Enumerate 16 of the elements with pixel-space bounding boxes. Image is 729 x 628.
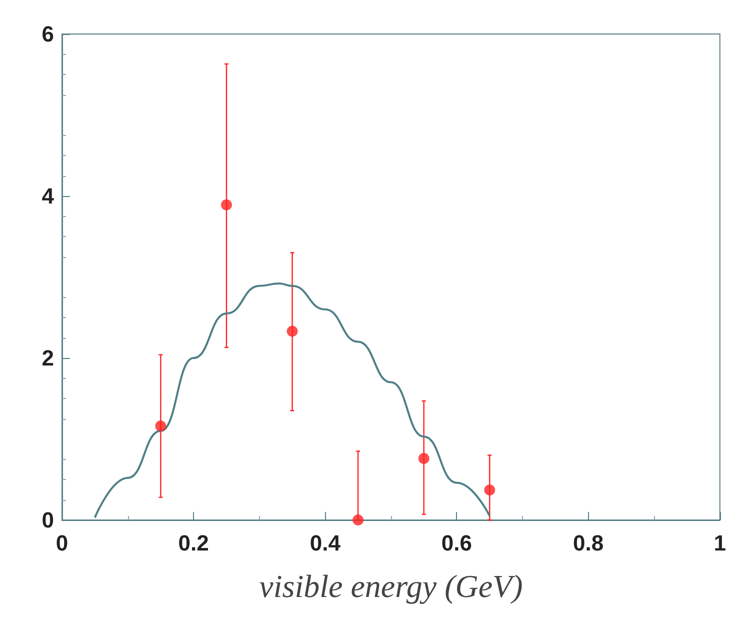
y-tick-label: 6 <box>42 22 54 46</box>
y-tick-label: 4 <box>42 184 55 208</box>
point <box>484 484 496 496</box>
x-tick-label: 0.6 <box>441 530 472 556</box>
point <box>352 514 364 526</box>
x-tick-label: 0.8 <box>573 530 604 556</box>
point <box>155 420 166 432</box>
point <box>220 199 232 210</box>
y-tick-label: 0 <box>42 508 54 532</box>
x-tick-label: 0.2 <box>178 530 209 556</box>
x-axis-title: visible energy (GeV) <box>259 568 523 604</box>
x-tick-label: 0.4 <box>310 530 342 556</box>
point <box>286 326 298 337</box>
y-tick-label: 2 <box>42 346 54 370</box>
point <box>418 452 430 464</box>
x-tick-label: 1 <box>714 530 726 556</box>
